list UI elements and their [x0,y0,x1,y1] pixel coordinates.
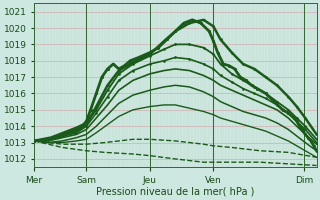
X-axis label: Pression niveau de la mer( hPa ): Pression niveau de la mer( hPa ) [96,187,254,197]
